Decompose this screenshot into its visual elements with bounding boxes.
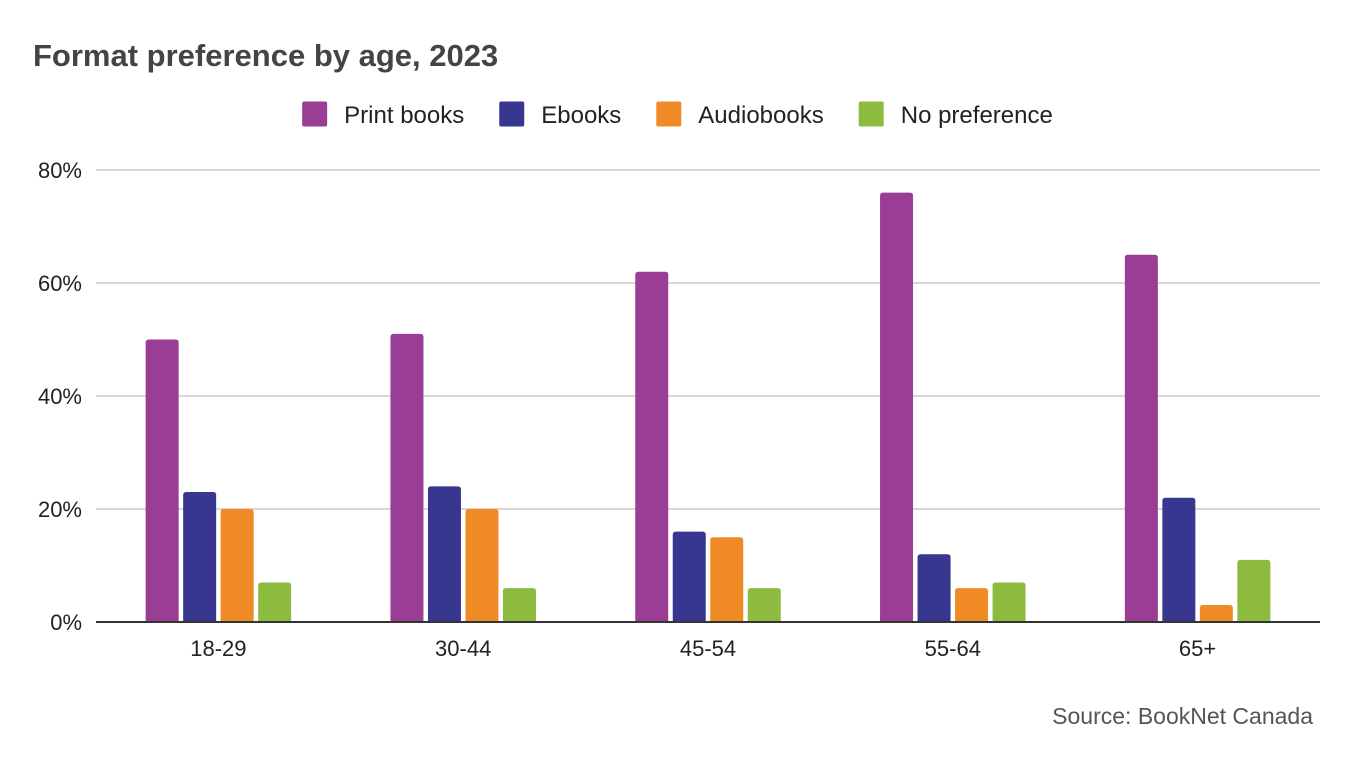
bar (390, 333, 424, 622)
bar (258, 582, 292, 622)
bar (465, 509, 499, 622)
bar (880, 192, 914, 622)
x-tick-label: 65+ (1179, 636, 1216, 661)
bar (1199, 605, 1233, 622)
legend-label: Audiobooks (698, 102, 823, 129)
bar (145, 339, 179, 622)
x-axis: 18-29 30-44 45-54 55-64 65+ (96, 621, 1320, 661)
legend-swatch (656, 101, 682, 127)
legend-label: Print books (344, 102, 464, 129)
x-tick-label: 55-64 (925, 636, 981, 661)
bar (220, 509, 254, 622)
x-tick-label: 45-54 (680, 636, 736, 661)
chart-title: Format preference by age, 2023 (33, 38, 498, 73)
legend-swatch (858, 101, 884, 127)
legend-item: Print books (302, 101, 464, 129)
source-note: Source: BookNet Canada (1052, 703, 1313, 729)
y-tick-label: 20% (38, 497, 82, 522)
bar (710, 537, 744, 622)
y-tick-label: 0% (50, 610, 82, 635)
y-tick-label: 40% (38, 384, 82, 409)
y-tick-label: 60% (38, 271, 82, 296)
x-tick-label: 30-44 (435, 636, 491, 661)
legend-swatch (302, 101, 328, 127)
legend-item: No preference (858, 101, 1053, 129)
y-axis: 0% 20% 40% 60% 80% (38, 158, 82, 635)
y-tick-label: 80% (38, 158, 82, 183)
bar (183, 492, 217, 622)
bar (502, 588, 536, 622)
bar (635, 271, 669, 622)
bar (955, 588, 989, 622)
bar (747, 588, 781, 622)
bars (145, 192, 1271, 622)
bar (992, 582, 1026, 622)
legend-swatch (499, 101, 525, 127)
legend-label: No preference (901, 102, 1053, 129)
legend: Print books Ebooks Audiobooks No preference (302, 101, 1053, 129)
legend-item: Ebooks (499, 101, 621, 129)
grid (96, 169, 1320, 510)
bar (1124, 254, 1158, 622)
x-tick-label: 18-29 (190, 636, 246, 661)
legend-label: Ebooks (541, 102, 621, 129)
bar (1162, 497, 1196, 622)
bar (427, 486, 461, 622)
bar (917, 554, 951, 622)
bar (672, 531, 706, 622)
bar (1237, 559, 1271, 622)
legend-item: Audiobooks (656, 101, 824, 129)
